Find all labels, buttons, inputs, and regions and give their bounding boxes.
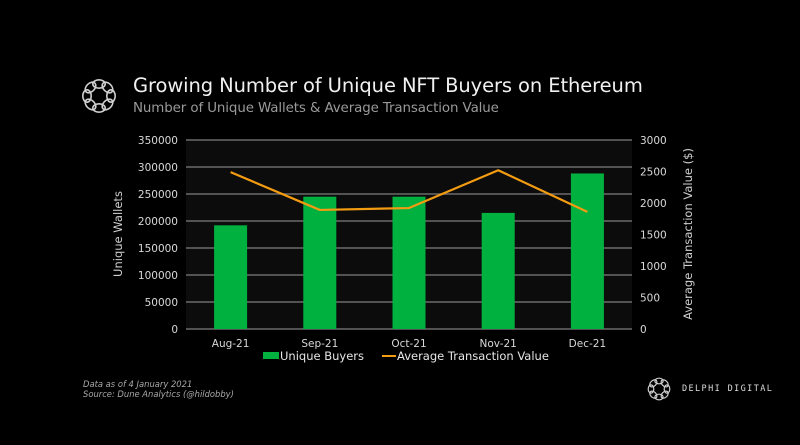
left-tick-label: 0	[171, 324, 178, 336]
legend-label-unique-buyers: Unique Buyers	[280, 349, 364, 363]
knot-loop	[92, 103, 106, 114]
left-tick-label: 100000	[138, 270, 178, 282]
knot-loop	[654, 377, 664, 385]
knot-loop	[649, 379, 658, 388]
legend: Unique Buyers Average Transaction Value	[263, 349, 549, 363]
delphi-logo-icon	[81, 79, 117, 114]
bar-aug-21	[214, 225, 248, 329]
knot-loop	[92, 79, 106, 89]
bar-nov-21	[481, 212, 515, 329]
brand: DELPHI DIGITAL	[645, 375, 772, 405]
left-axis-title: Unique Wallets	[111, 191, 125, 277]
x-tick-label: Nov-21	[480, 338, 517, 350]
knot-loop	[81, 89, 92, 103]
right-tick-label: 2500	[640, 167, 667, 179]
knot-loop	[660, 390, 669, 399]
brand-name: DELPHI DIGITAL	[682, 384, 774, 394]
knot-loop	[106, 88, 117, 103]
knot-loop	[654, 393, 664, 401]
left-tick-label: 50000	[145, 297, 178, 309]
left-axis-ticks: 0 50000 100000 150000 200000 250000 300000 3500…	[138, 135, 178, 336]
right-tick-label: 2000	[640, 198, 667, 210]
knot-loop	[84, 98, 97, 111]
x-tick-label: Dec-21	[569, 338, 606, 350]
x-tick-label: Oct-21	[391, 338, 426, 350]
bar-sep-21	[303, 196, 337, 329]
x-axis-ticks: Aug-21 Sep-21 Oct-21 Nov-21 Dec-21	[212, 338, 606, 350]
left-tick-label: 250000	[138, 189, 178, 201]
x-tick-label: Aug-21	[212, 338, 250, 350]
left-tick-label: 350000	[138, 135, 178, 147]
knot-loop	[101, 81, 114, 94]
chart-title: Growing Number of Unique NFT Buyers on E…	[133, 74, 643, 97]
bar-oct-21	[392, 196, 426, 329]
bars	[214, 173, 604, 329]
right-axis-ticks: 0 500 1000 1500 2000 2500 3000	[640, 135, 667, 336]
left-tick-label: 150000	[138, 243, 178, 255]
right-tick-label: 500	[640, 293, 660, 305]
right-tick-label: 3000	[640, 135, 667, 147]
footnote: Data as of 4 January 2021 Source: Dune A…	[83, 379, 234, 399]
right-tick-label: 0	[640, 324, 647, 336]
delphi-brand-logo-icon	[647, 377, 671, 401]
knot-loop	[101, 98, 114, 111]
knot-loop	[663, 384, 671, 394]
legend-label-avg-transaction: Average Transaction Value	[397, 349, 549, 363]
x-tick-label: Sep-21	[301, 338, 338, 350]
right-axis-title: Average Transaction Value ($)	[681, 148, 695, 320]
right-tick-label: 1500	[640, 230, 667, 242]
footnote-date: Data as of 4 January 2021	[83, 379, 193, 389]
left-tick-label: 200000	[138, 216, 178, 228]
footnote-source: Source: Dune Analytics (@hildobby)	[83, 389, 234, 399]
avg-transaction-line	[230, 169, 588, 213]
chart-subtitle: Number of Unique Wallets & Average Trans…	[133, 101, 499, 116]
knot-loop	[660, 379, 669, 388]
bar-dec-21	[570, 173, 604, 329]
right-tick-label: 1000	[640, 261, 667, 273]
knot-loop	[84, 81, 97, 94]
left-tick-label: 300000	[138, 162, 178, 174]
knot-loop	[647, 384, 655, 394]
knot-loop	[649, 390, 658, 399]
legend-swatch-unique-buyers	[263, 352, 279, 359]
